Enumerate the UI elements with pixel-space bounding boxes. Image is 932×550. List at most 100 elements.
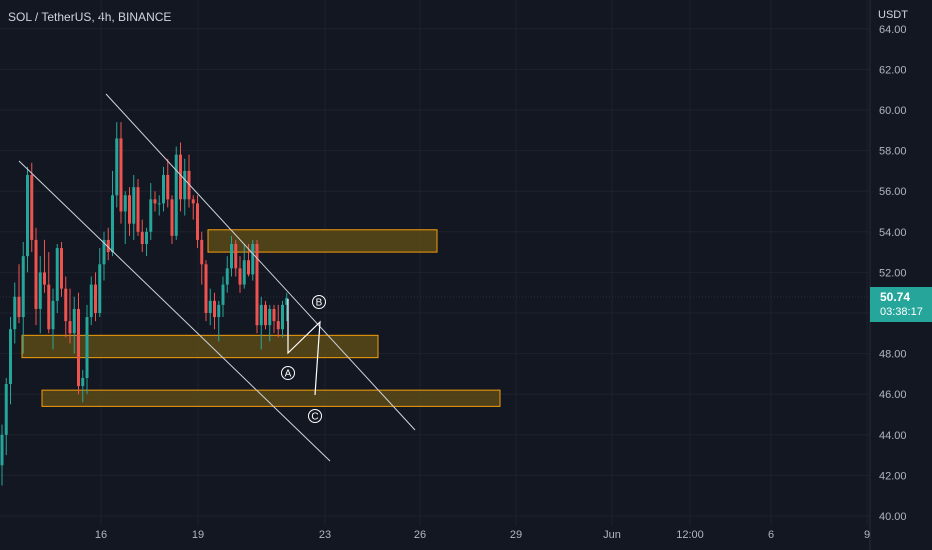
candle bbox=[51, 288, 55, 350]
candle-body bbox=[13, 296, 17, 330]
candle bbox=[89, 276, 93, 326]
candle bbox=[157, 195, 161, 216]
supply-demand-zone[interactable] bbox=[41, 389, 501, 407]
candle-body bbox=[191, 199, 195, 204]
candle bbox=[251, 239, 255, 281]
candle-body bbox=[4, 384, 8, 435]
candle bbox=[276, 304, 280, 338]
candle-body bbox=[102, 239, 106, 265]
candle-body bbox=[217, 304, 221, 318]
time-axis[interactable]: 16 19 23 26 29 Jun 12:00 6 9 bbox=[95, 529, 870, 541]
candle bbox=[77, 292, 80, 395]
y-tick-label: 40.00 bbox=[879, 511, 907, 523]
candle bbox=[255, 239, 259, 334]
candle-body bbox=[9, 329, 12, 385]
candle bbox=[200, 231, 204, 285]
candle-body bbox=[77, 308, 80, 387]
candle bbox=[140, 219, 144, 253]
x-tick-label: 29 bbox=[510, 529, 522, 541]
wave-c-label: C bbox=[311, 412, 318, 423]
candle bbox=[272, 304, 276, 334]
candle bbox=[34, 227, 38, 326]
candle bbox=[166, 158, 170, 208]
y-tick-label: 52.00 bbox=[879, 267, 907, 279]
x-tick-label: 6 bbox=[768, 529, 774, 541]
candle-body bbox=[30, 174, 34, 240]
wave-b-marker bbox=[312, 295, 326, 309]
candle-body bbox=[162, 174, 165, 204]
supply-demand-zone[interactable] bbox=[21, 334, 379, 359]
candle-body bbox=[153, 199, 157, 204]
currency-label: USDT bbox=[878, 9, 908, 21]
candle-body bbox=[213, 300, 216, 318]
candle-body bbox=[34, 239, 38, 309]
candle bbox=[68, 288, 72, 344]
candle-body bbox=[238, 268, 242, 285]
wave-a-label: A bbox=[285, 369, 292, 380]
candle-body bbox=[166, 174, 170, 200]
candle bbox=[238, 256, 242, 293]
candle bbox=[281, 300, 284, 338]
candle-body bbox=[200, 239, 204, 265]
candle-body bbox=[204, 264, 208, 313]
candle-body bbox=[43, 272, 46, 285]
candle bbox=[98, 248, 102, 318]
candle-body bbox=[17, 296, 21, 318]
candle-body bbox=[47, 284, 51, 330]
x-tick-label: 16 bbox=[95, 529, 107, 541]
wave-labels: A B C bbox=[281, 295, 326, 423]
candle-body bbox=[94, 284, 97, 313]
candle-body bbox=[272, 308, 276, 322]
last-price-value: 50.74 bbox=[880, 290, 911, 304]
candle-body bbox=[64, 288, 68, 322]
candle bbox=[47, 252, 51, 334]
price-axis[interactable]: 40.0042.0044.0046.0048.0050.0052.0054.00… bbox=[879, 24, 907, 523]
lower-channel-line[interactable] bbox=[18, 160, 331, 462]
candle bbox=[234, 239, 238, 277]
x-tick-label: 9 bbox=[864, 529, 870, 541]
candle-body bbox=[255, 243, 259, 326]
candle-body bbox=[230, 243, 233, 269]
candle bbox=[106, 227, 110, 261]
candle-body bbox=[123, 195, 127, 212]
y-tick-label: 58.00 bbox=[879, 146, 907, 158]
candle bbox=[123, 191, 127, 244]
candle bbox=[64, 276, 68, 338]
candle-body bbox=[60, 248, 63, 289]
candle-body bbox=[115, 138, 119, 196]
candle bbox=[119, 122, 123, 224]
candle bbox=[187, 154, 191, 208]
candle bbox=[230, 235, 233, 277]
candle bbox=[85, 304, 89, 395]
supply-demand-zone[interactable] bbox=[207, 229, 438, 253]
candle-body bbox=[276, 321, 280, 330]
candle bbox=[285, 292, 289, 322]
upper-channel-line[interactable] bbox=[105, 93, 416, 431]
candle-body bbox=[170, 199, 174, 236]
candle-body bbox=[247, 260, 250, 275]
candle bbox=[17, 264, 21, 324]
candle-body bbox=[26, 174, 29, 257]
candle-body bbox=[179, 154, 182, 200]
candle bbox=[81, 369, 85, 403]
candle-body bbox=[55, 248, 59, 301]
candle-body bbox=[264, 304, 267, 326]
candle bbox=[213, 292, 216, 330]
candle bbox=[21, 241, 25, 354]
candle-body bbox=[234, 243, 238, 269]
candle-body bbox=[149, 199, 153, 232]
y-tick-label: 64.00 bbox=[879, 24, 907, 36]
grid bbox=[0, 0, 870, 526]
candle-body bbox=[21, 256, 25, 318]
candle-body bbox=[128, 195, 131, 224]
y-tick-label: 48.00 bbox=[879, 349, 907, 361]
candle bbox=[13, 282, 17, 344]
wave-path[interactable] bbox=[287, 299, 321, 396]
candle-body bbox=[38, 272, 42, 309]
bar-countdown: 03:38:17 bbox=[880, 306, 923, 318]
candle bbox=[145, 227, 148, 257]
candle-body bbox=[0, 434, 4, 466]
candle bbox=[225, 256, 229, 293]
candle-body bbox=[225, 268, 229, 285]
